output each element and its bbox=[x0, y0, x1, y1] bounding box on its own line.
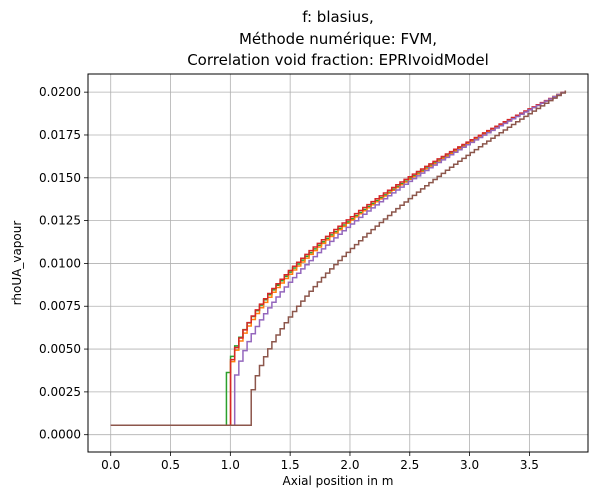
series-line-4 bbox=[110, 90, 567, 427]
x-tick-label: 0.5 bbox=[161, 458, 180, 472]
x-tick-label: 3.0 bbox=[460, 458, 479, 472]
y-tick-label: 0.0075 bbox=[39, 299, 81, 313]
x-axis: 0.0 0.5 1.0 1.5 2.0 2.5 3.0 3.5 bbox=[101, 452, 539, 472]
y-tick-label: 0.0200 bbox=[39, 85, 81, 99]
series-line-5 bbox=[110, 90, 567, 427]
y-tick-label: 0.0150 bbox=[39, 171, 81, 185]
x-tick-label: 3.5 bbox=[520, 458, 539, 472]
series-line-1 bbox=[110, 90, 567, 427]
x-tick-label: 1.0 bbox=[221, 458, 240, 472]
series-line-2 bbox=[110, 90, 567, 427]
y-tick-label: 0.0025 bbox=[39, 385, 81, 399]
y-tick-label: 0.0050 bbox=[39, 342, 81, 356]
x-tick-label: 2.0 bbox=[340, 458, 359, 472]
y-tick-label: 0.0100 bbox=[39, 256, 81, 270]
y-tick-label: 0.0175 bbox=[39, 128, 81, 142]
x-axis-label: Axial position in m bbox=[283, 474, 394, 488]
x-tick-label: 0.0 bbox=[101, 458, 120, 472]
title-line-2: Méthode numérique: FVM, bbox=[239, 30, 437, 48]
title-line-1: f: blasius, bbox=[302, 8, 374, 26]
y-axis: 0.0000 0.0025 0.0050 0.0075 0.0100 0.0125 0.01… bbox=[39, 85, 88, 442]
y-axis-label: rhoUA_vapour bbox=[10, 221, 24, 306]
x-tick-label: 1.5 bbox=[281, 458, 300, 472]
x-tick-label: 2.5 bbox=[400, 458, 419, 472]
series-layer bbox=[110, 90, 567, 427]
title-line-3: Correlation void fraction: EPRIvoidModel bbox=[187, 51, 489, 69]
y-tick-label: 0.0125 bbox=[39, 214, 81, 228]
series-line-3 bbox=[110, 90, 567, 427]
chart-title: f: blasius, Méthode numérique: FVM, Corr… bbox=[187, 8, 489, 69]
y-tick-label: 0.0000 bbox=[39, 428, 81, 442]
plot-frame bbox=[87, 73, 589, 453]
